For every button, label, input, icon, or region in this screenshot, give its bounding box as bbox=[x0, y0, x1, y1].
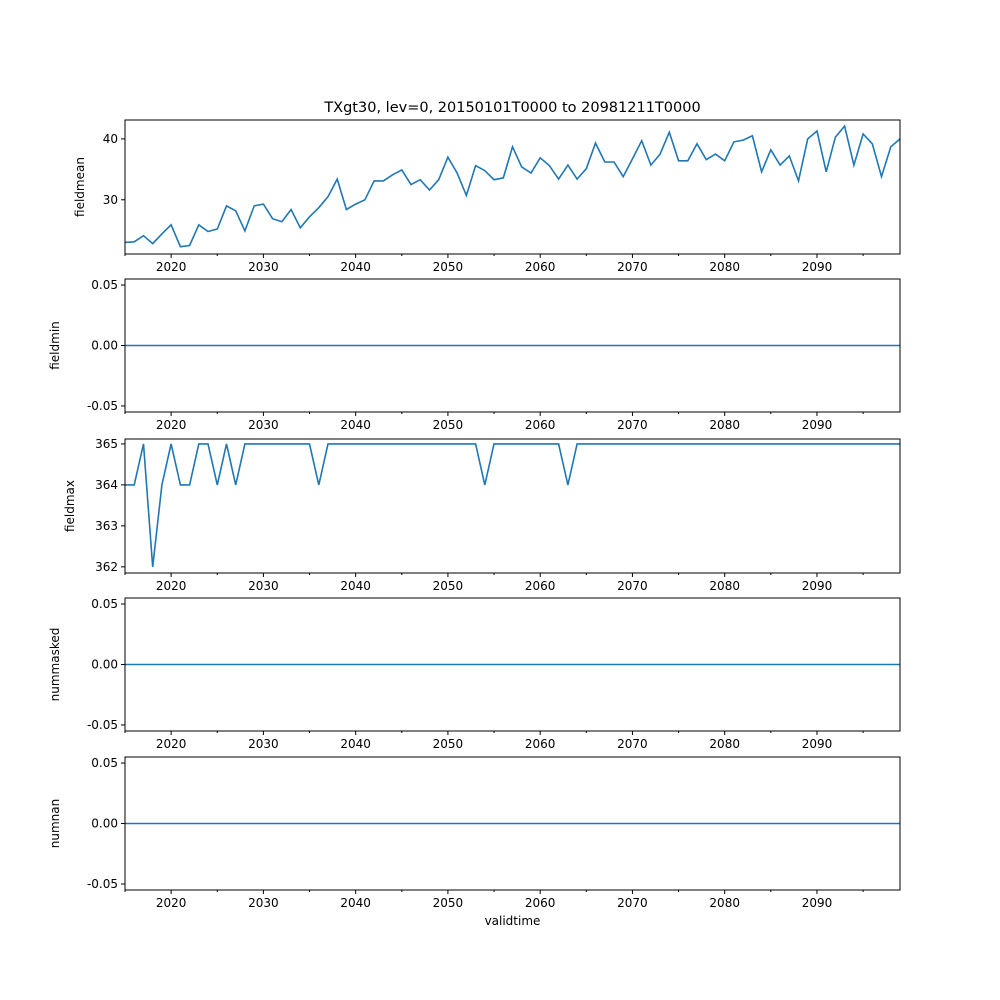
x-tick-label: 2040 bbox=[340, 260, 371, 274]
y-axis-label: numnan bbox=[48, 799, 62, 848]
y-tick-label: -0.05 bbox=[87, 718, 118, 732]
subplot-nummasked: 2020 2030 2040 2050 2060 2070 2080 2090 0.05 0.00… bbox=[48, 597, 901, 751]
subplot-fieldmin: 2020 2030 2040 2050 2060 2070 2080 2090 0.05 0.00… bbox=[48, 278, 901, 432]
x-tick-label: 2080 bbox=[709, 896, 740, 910]
x-tick-label: 2050 bbox=[433, 260, 464, 274]
x-tick-label: 2080 bbox=[709, 579, 740, 593]
x-tick-label: 2060 bbox=[525, 896, 556, 910]
x-axis-label: validtime bbox=[485, 914, 541, 928]
x-tick-label: 2030 bbox=[248, 579, 279, 593]
x-tick-label: 2070 bbox=[617, 896, 648, 910]
x-tick-label: 2080 bbox=[709, 260, 740, 274]
y-tick-label: 0.00 bbox=[91, 339, 118, 353]
axes-frame bbox=[124, 119, 901, 255]
y-axis-label: fieldmin bbox=[48, 321, 62, 370]
y-tick-label: 0.05 bbox=[91, 597, 118, 611]
series-line-fieldmax bbox=[125, 443, 900, 567]
chart-title: TXgt30, lev=0, 20150101T0000 to 20981211… bbox=[323, 100, 700, 116]
x-tick-label: 2060 bbox=[525, 418, 556, 432]
x-tick-label: 2040 bbox=[340, 418, 371, 432]
series-line-fieldmean bbox=[124, 124, 901, 248]
x-tick-label: 2050 bbox=[433, 737, 464, 751]
y-tick-label: 362 bbox=[95, 560, 118, 574]
x-tick-label: 2030 bbox=[248, 737, 279, 751]
x-tick-label: 2090 bbox=[802, 260, 833, 274]
x-tick-label: 2030 bbox=[248, 260, 279, 274]
x-tick-label: 2050 bbox=[433, 418, 464, 432]
subplot-fieldmax: 2020 2030 2040 2050 2060 2070 2080 2090 362 363 36… bbox=[63, 437, 901, 593]
y-tick-label: 364 bbox=[95, 478, 118, 492]
y-tick-label: -0.05 bbox=[87, 877, 118, 891]
x-tick-label: 2050 bbox=[433, 896, 464, 910]
axes-frame bbox=[124, 438, 901, 574]
x-tick-label: 2070 bbox=[617, 737, 648, 751]
x-tick-label: 2020 bbox=[156, 737, 187, 751]
x-tick-label: 2060 bbox=[525, 737, 556, 751]
x-tick-label: 2070 bbox=[617, 418, 648, 432]
x-tick-label: 2090 bbox=[802, 737, 833, 751]
y-tick-label: 0.00 bbox=[91, 817, 118, 831]
y-tick-label: 0.05 bbox=[91, 278, 118, 292]
x-tick-label: 2020 bbox=[156, 896, 187, 910]
subplot-fieldmean: 2020 2030 2040 2050 2060 2070 2080 2090 30 40 fiel… bbox=[73, 100, 901, 274]
y-tick-label: 0.00 bbox=[91, 658, 118, 672]
x-tick-label: 2040 bbox=[340, 896, 371, 910]
x-tick-label: 2070 bbox=[617, 579, 648, 593]
x-tick-label: 2020 bbox=[156, 579, 187, 593]
y-tick-label: 365 bbox=[95, 437, 118, 451]
subplot-numnan: 2020 2030 2040 2050 2060 2070 2080 2090 0.05 0.00… bbox=[48, 756, 901, 928]
x-tick-label: 2080 bbox=[709, 737, 740, 751]
x-tick-label: 2030 bbox=[248, 896, 279, 910]
x-tick-label: 2030 bbox=[248, 418, 279, 432]
x-tick-label: 2040 bbox=[340, 579, 371, 593]
x-tick-label: 2090 bbox=[802, 418, 833, 432]
y-tick-label: -0.05 bbox=[87, 399, 118, 413]
x-tick-label: 2020 bbox=[156, 418, 187, 432]
y-tick-label: 363 bbox=[95, 519, 118, 533]
x-tick-label: 2080 bbox=[709, 418, 740, 432]
x-tick-label: 2020 bbox=[156, 260, 187, 274]
y-axis-label: fieldmax bbox=[63, 480, 77, 532]
y-axis-label: nummasked bbox=[48, 628, 62, 702]
x-tick-label: 2090 bbox=[802, 579, 833, 593]
x-tick-label: 2090 bbox=[802, 896, 833, 910]
y-tick-label: 40 bbox=[103, 132, 118, 146]
y-axis-label: fieldmean bbox=[73, 157, 87, 217]
y-tick-label: 30 bbox=[103, 193, 118, 207]
x-tick-label: 2050 bbox=[433, 579, 464, 593]
x-tick-label: 2070 bbox=[617, 260, 648, 274]
y-tick-label: 0.05 bbox=[91, 756, 118, 770]
x-tick-label: 2040 bbox=[340, 737, 371, 751]
x-tick-label: 2060 bbox=[525, 260, 556, 274]
x-tick-label: 2060 bbox=[525, 579, 556, 593]
